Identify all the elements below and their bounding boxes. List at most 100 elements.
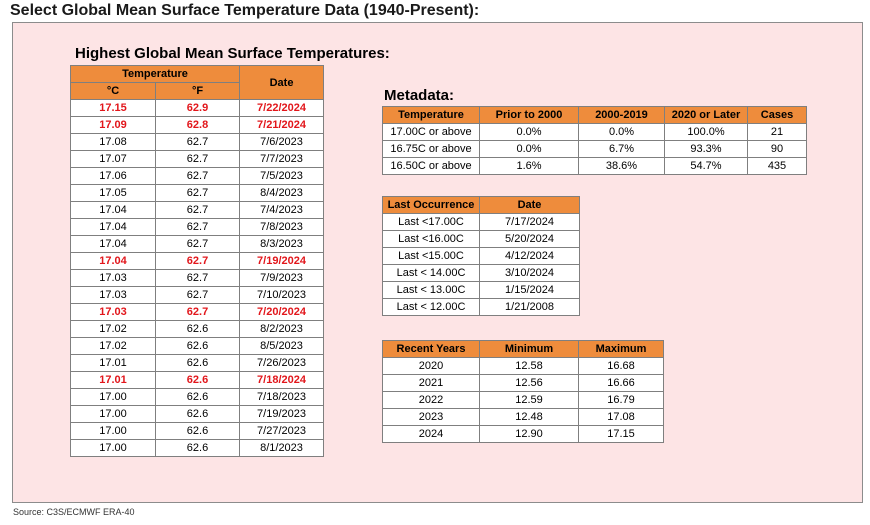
celsius-cell: 17.03 bbox=[70, 286, 156, 304]
celsius-cell: 17.08 bbox=[70, 133, 156, 151]
table-cell: 2024 bbox=[382, 425, 480, 443]
date-cell: 8/4/2023 bbox=[239, 184, 325, 202]
celsius-cell: 17.01 bbox=[70, 354, 156, 372]
celsius-cell: 17.04 bbox=[70, 201, 156, 219]
date-cell: 7/9/2023 bbox=[239, 269, 325, 287]
table-cell: 16.50C or above bbox=[382, 157, 480, 175]
table-cell: 2021 bbox=[382, 374, 480, 392]
column-header: Temperature bbox=[382, 106, 480, 124]
date-cell: 7/18/2023 bbox=[239, 388, 325, 406]
date-cell: 8/2/2023 bbox=[239, 320, 325, 338]
date-cell: 7/19/2023 bbox=[239, 405, 325, 423]
metadata-body: 17.00C or above 0.0% 0.0% 100.0% 21 16.75C or… bbox=[382, 123, 807, 175]
table-cell: 2023 bbox=[382, 408, 480, 426]
table-cell: 12.90 bbox=[479, 425, 579, 443]
fahrenheit-cell: 62.9 bbox=[154, 99, 241, 117]
date-cell: 8/3/2023 bbox=[239, 235, 325, 253]
table-cell: 1/21/2008 bbox=[479, 298, 580, 316]
table-row: 2021 12.56 16.66 bbox=[382, 374, 664, 392]
table-cell: Last < 12.00C bbox=[382, 298, 480, 316]
metadata-header-row: Temperature Prior to 2000 2000-2019 2020 or… bbox=[382, 106, 807, 124]
celsius-cell: 17.09 bbox=[70, 116, 156, 134]
table-row: Last < 12.00C 1/21/2008 bbox=[382, 298, 580, 316]
table-cell: Last <15.00C bbox=[382, 247, 480, 265]
last-occurrence-table: Last Occurrence Date Last <17.00C 7/17/202… bbox=[382, 196, 580, 316]
table-cell: 12.59 bbox=[479, 391, 579, 409]
table-cell: 100.0% bbox=[664, 123, 748, 141]
table-row: 2024 12.90 17.15 bbox=[382, 425, 664, 443]
table-row: 17.04 62.7 7/8/2023 bbox=[70, 218, 325, 236]
column-header: Cases bbox=[747, 106, 807, 124]
fahrenheit-cell: 62.6 bbox=[154, 371, 241, 389]
fahrenheit-cell: 62.7 bbox=[154, 252, 241, 270]
table-row: 2020 12.58 16.68 bbox=[382, 357, 664, 375]
table-row: 17.00 62.6 7/27/2023 bbox=[70, 422, 325, 440]
date-cell: 8/5/2023 bbox=[239, 337, 325, 355]
table-row: Last <16.00C 5/20/2024 bbox=[382, 230, 580, 248]
date-cell: 7/20/2024 bbox=[239, 303, 325, 321]
table-cell: Last <16.00C bbox=[382, 230, 480, 248]
table-cell: 16.68 bbox=[578, 357, 664, 375]
table-cell: 0.0% bbox=[479, 140, 579, 158]
recent-years-header-row: Recent Years Minimum Maximum bbox=[382, 340, 664, 358]
table-cell: 5/20/2024 bbox=[479, 230, 580, 248]
table-cell: 93.3% bbox=[664, 140, 748, 158]
date-cell: 7/22/2024 bbox=[239, 99, 325, 117]
fahrenheit-cell: 62.8 bbox=[154, 116, 241, 134]
table-row: 16.75C or above 0.0% 6.7% 93.3% 90 bbox=[382, 140, 807, 158]
fahrenheit-cell: 62.7 bbox=[154, 150, 241, 168]
table-cell: 1.6% bbox=[479, 157, 579, 175]
fahrenheit-cell: 62.6 bbox=[154, 439, 241, 457]
table-row: 17.03 62.7 7/20/2024 bbox=[70, 303, 325, 321]
table-row: 17.07 62.7 7/7/2023 bbox=[70, 150, 325, 168]
celsius-cell: 17.00 bbox=[70, 439, 156, 457]
table-row: 17.08 62.7 7/6/2023 bbox=[70, 133, 325, 151]
celsius-header: °C bbox=[70, 82, 156, 100]
table-cell: 54.7% bbox=[664, 157, 748, 175]
fahrenheit-cell: 62.7 bbox=[154, 201, 241, 219]
table-row: 17.00 62.6 7/19/2023 bbox=[70, 405, 325, 423]
celsius-cell: 17.04 bbox=[70, 218, 156, 236]
table-row: Last <17.00C 7/17/2024 bbox=[382, 213, 580, 231]
table-cell: 16.66 bbox=[578, 374, 664, 392]
table-cell: 17.00C or above bbox=[382, 123, 480, 141]
table-cell: Last < 14.00C bbox=[382, 264, 480, 282]
date-cell: 7/4/2023 bbox=[239, 201, 325, 219]
table-row: 16.50C or above 1.6% 38.6% 54.7% 435 bbox=[382, 157, 807, 175]
fahrenheit-cell: 62.7 bbox=[154, 133, 241, 151]
fahrenheit-cell: 62.6 bbox=[154, 388, 241, 406]
table-row: 17.00C or above 0.0% 0.0% 100.0% 21 bbox=[382, 123, 807, 141]
fahrenheit-cell: 62.7 bbox=[154, 235, 241, 253]
date-cell: 7/26/2023 bbox=[239, 354, 325, 372]
table-cell: Last < 13.00C bbox=[382, 281, 480, 299]
table-row: 17.06 62.7 7/5/2023 bbox=[70, 167, 325, 185]
table-cell: 4/12/2024 bbox=[479, 247, 580, 265]
celsius-cell: 17.01 bbox=[70, 371, 156, 389]
table-cell: 38.6% bbox=[578, 157, 665, 175]
celsius-cell: 17.04 bbox=[70, 235, 156, 253]
celsius-cell: 17.15 bbox=[70, 99, 156, 117]
source-note: Source: C3S/ECMWF ERA-40 bbox=[13, 507, 135, 517]
table-row: 17.04 62.7 8/3/2023 bbox=[70, 235, 325, 253]
celsius-cell: 17.06 bbox=[70, 167, 156, 185]
table-row: 17.03 62.7 7/10/2023 bbox=[70, 286, 325, 304]
table-cell: 1/15/2024 bbox=[479, 281, 580, 299]
fahrenheit-cell: 62.6 bbox=[154, 320, 241, 338]
column-header: 2000-2019 bbox=[578, 106, 665, 124]
fahrenheit-cell: 62.6 bbox=[154, 354, 241, 372]
table-row: 17.09 62.8 7/21/2024 bbox=[70, 116, 325, 134]
fahrenheit-cell: 62.7 bbox=[154, 167, 241, 185]
date-cell: 7/7/2023 bbox=[239, 150, 325, 168]
table-row: 17.04 62.7 7/4/2023 bbox=[70, 201, 325, 219]
metadata-table: Temperature Prior to 2000 2000-2019 2020 or… bbox=[382, 106, 807, 175]
table-row: 2022 12.59 16.79 bbox=[382, 391, 664, 409]
table-row: 17.15 62.9 7/22/2024 bbox=[70, 99, 325, 117]
date-cell: 7/5/2023 bbox=[239, 167, 325, 185]
date-cell: 7/19/2024 bbox=[239, 252, 325, 270]
celsius-cell: 17.04 bbox=[70, 252, 156, 270]
table-row: 17.01 62.6 7/18/2024 bbox=[70, 371, 325, 389]
table-row: 2023 12.48 17.08 bbox=[382, 408, 664, 426]
fahrenheit-cell: 62.7 bbox=[154, 218, 241, 236]
celsius-cell: 17.00 bbox=[70, 388, 156, 406]
celsius-cell: 17.03 bbox=[70, 303, 156, 321]
